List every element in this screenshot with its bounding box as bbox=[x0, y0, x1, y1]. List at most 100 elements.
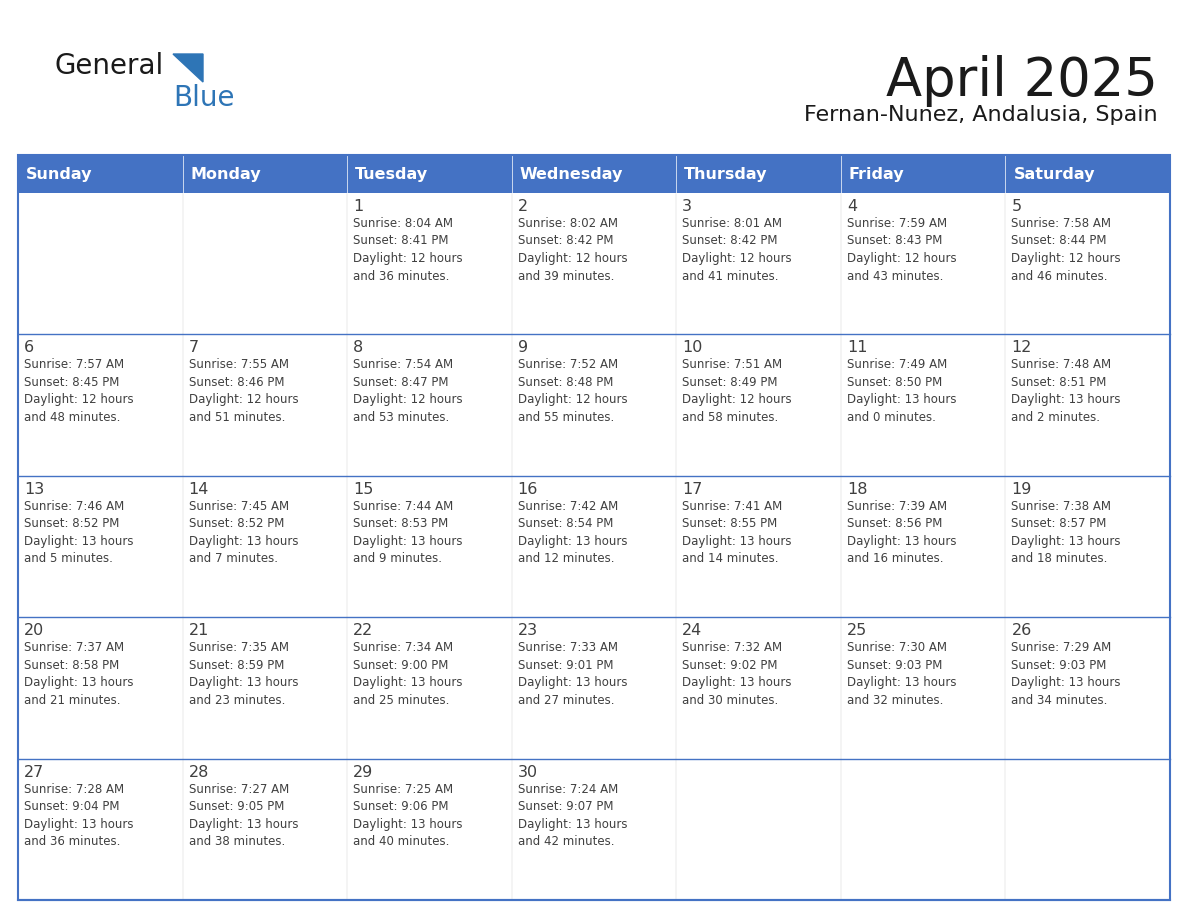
Text: Sunrise: 7:28 AM
Sunset: 9:04 PM
Daylight: 13 hours
and 36 minutes.: Sunrise: 7:28 AM Sunset: 9:04 PM Dayligh… bbox=[24, 783, 133, 848]
Bar bbox=[347, 334, 512, 476]
Text: Sunrise: 7:32 AM
Sunset: 9:02 PM
Daylight: 13 hours
and 30 minutes.: Sunrise: 7:32 AM Sunset: 9:02 PM Dayligh… bbox=[682, 641, 791, 707]
Text: 24: 24 bbox=[682, 623, 702, 638]
Text: Sunrise: 7:46 AM
Sunset: 8:52 PM
Daylight: 13 hours
and 5 minutes.: Sunrise: 7:46 AM Sunset: 8:52 PM Dayligh… bbox=[24, 499, 133, 565]
Bar bbox=[347, 193, 512, 334]
Text: General: General bbox=[55, 52, 164, 80]
Text: 27: 27 bbox=[24, 765, 44, 779]
Text: Sunrise: 7:34 AM
Sunset: 9:00 PM
Daylight: 13 hours
and 25 minutes.: Sunrise: 7:34 AM Sunset: 9:00 PM Dayligh… bbox=[353, 641, 462, 707]
Text: Saturday: Saturday bbox=[1013, 166, 1095, 182]
Text: Sunrise: 7:42 AM
Sunset: 8:54 PM
Daylight: 13 hours
and 12 minutes.: Sunrise: 7:42 AM Sunset: 8:54 PM Dayligh… bbox=[518, 499, 627, 565]
Text: 11: 11 bbox=[847, 341, 867, 355]
Text: Sunrise: 7:41 AM
Sunset: 8:55 PM
Daylight: 13 hours
and 14 minutes.: Sunrise: 7:41 AM Sunset: 8:55 PM Dayligh… bbox=[682, 499, 791, 565]
Text: Wednesday: Wednesday bbox=[519, 166, 623, 182]
Text: Thursday: Thursday bbox=[684, 166, 767, 182]
Text: Sunrise: 7:37 AM
Sunset: 8:58 PM
Daylight: 13 hours
and 21 minutes.: Sunrise: 7:37 AM Sunset: 8:58 PM Dayligh… bbox=[24, 641, 133, 707]
Bar bbox=[512, 758, 676, 900]
Text: Monday: Monday bbox=[190, 166, 261, 182]
Text: Sunrise: 7:44 AM
Sunset: 8:53 PM
Daylight: 13 hours
and 9 minutes.: Sunrise: 7:44 AM Sunset: 8:53 PM Dayligh… bbox=[353, 499, 462, 565]
Bar bbox=[676, 193, 841, 334]
Bar bbox=[841, 476, 1005, 617]
Text: Sunrise: 7:39 AM
Sunset: 8:56 PM
Daylight: 13 hours
and 16 minutes.: Sunrise: 7:39 AM Sunset: 8:56 PM Dayligh… bbox=[847, 499, 956, 565]
Text: Sunrise: 7:30 AM
Sunset: 9:03 PM
Daylight: 13 hours
and 32 minutes.: Sunrise: 7:30 AM Sunset: 9:03 PM Dayligh… bbox=[847, 641, 956, 707]
Text: Sunrise: 7:48 AM
Sunset: 8:51 PM
Daylight: 13 hours
and 2 minutes.: Sunrise: 7:48 AM Sunset: 8:51 PM Dayligh… bbox=[1011, 358, 1121, 424]
Bar bbox=[18, 155, 1170, 900]
Text: Sunrise: 7:24 AM
Sunset: 9:07 PM
Daylight: 13 hours
and 42 minutes.: Sunrise: 7:24 AM Sunset: 9:07 PM Dayligh… bbox=[518, 783, 627, 848]
Text: 8: 8 bbox=[353, 341, 364, 355]
Text: 19: 19 bbox=[1011, 482, 1032, 497]
Bar bbox=[1005, 617, 1170, 758]
Text: Sunrise: 7:35 AM
Sunset: 8:59 PM
Daylight: 13 hours
and 23 minutes.: Sunrise: 7:35 AM Sunset: 8:59 PM Dayligh… bbox=[189, 641, 298, 707]
Text: 15: 15 bbox=[353, 482, 373, 497]
Bar bbox=[676, 758, 841, 900]
Text: 18: 18 bbox=[847, 482, 867, 497]
Bar bbox=[18, 617, 183, 758]
Text: 12: 12 bbox=[1011, 341, 1032, 355]
Text: Sunrise: 7:33 AM
Sunset: 9:01 PM
Daylight: 13 hours
and 27 minutes.: Sunrise: 7:33 AM Sunset: 9:01 PM Dayligh… bbox=[518, 641, 627, 707]
Bar bbox=[676, 476, 841, 617]
Bar bbox=[347, 758, 512, 900]
Bar bbox=[183, 193, 347, 334]
Text: Sunrise: 7:38 AM
Sunset: 8:57 PM
Daylight: 13 hours
and 18 minutes.: Sunrise: 7:38 AM Sunset: 8:57 PM Dayligh… bbox=[1011, 499, 1121, 565]
Bar bbox=[841, 334, 1005, 476]
Bar bbox=[1005, 476, 1170, 617]
Text: Sunrise: 7:57 AM
Sunset: 8:45 PM
Daylight: 12 hours
and 48 minutes.: Sunrise: 7:57 AM Sunset: 8:45 PM Dayligh… bbox=[24, 358, 133, 424]
Bar bbox=[183, 617, 347, 758]
Bar bbox=[18, 334, 183, 476]
Text: 25: 25 bbox=[847, 623, 867, 638]
Text: Sunrise: 8:01 AM
Sunset: 8:42 PM
Daylight: 12 hours
and 41 minutes.: Sunrise: 8:01 AM Sunset: 8:42 PM Dayligh… bbox=[682, 217, 792, 283]
Text: Sunrise: 7:59 AM
Sunset: 8:43 PM
Daylight: 12 hours
and 43 minutes.: Sunrise: 7:59 AM Sunset: 8:43 PM Dayligh… bbox=[847, 217, 956, 283]
Text: 7: 7 bbox=[189, 341, 198, 355]
Text: 3: 3 bbox=[682, 199, 693, 214]
Text: Sunrise: 7:49 AM
Sunset: 8:50 PM
Daylight: 13 hours
and 0 minutes.: Sunrise: 7:49 AM Sunset: 8:50 PM Dayligh… bbox=[847, 358, 956, 424]
Text: 9: 9 bbox=[518, 341, 527, 355]
Polygon shape bbox=[173, 54, 203, 82]
Bar bbox=[347, 476, 512, 617]
Text: 14: 14 bbox=[189, 482, 209, 497]
Bar bbox=[183, 334, 347, 476]
Bar bbox=[841, 193, 1005, 334]
Text: 16: 16 bbox=[518, 482, 538, 497]
Text: 5: 5 bbox=[1011, 199, 1022, 214]
Text: 10: 10 bbox=[682, 341, 702, 355]
Text: 17: 17 bbox=[682, 482, 702, 497]
Bar bbox=[18, 193, 183, 334]
Text: 13: 13 bbox=[24, 482, 44, 497]
Bar bbox=[1005, 334, 1170, 476]
Bar bbox=[512, 617, 676, 758]
Text: Sunrise: 7:25 AM
Sunset: 9:06 PM
Daylight: 13 hours
and 40 minutes.: Sunrise: 7:25 AM Sunset: 9:06 PM Dayligh… bbox=[353, 783, 462, 848]
Text: Sunrise: 7:58 AM
Sunset: 8:44 PM
Daylight: 12 hours
and 46 minutes.: Sunrise: 7:58 AM Sunset: 8:44 PM Dayligh… bbox=[1011, 217, 1121, 283]
Text: Sunrise: 8:04 AM
Sunset: 8:41 PM
Daylight: 12 hours
and 36 minutes.: Sunrise: 8:04 AM Sunset: 8:41 PM Dayligh… bbox=[353, 217, 463, 283]
Text: 4: 4 bbox=[847, 199, 857, 214]
Text: Sunrise: 7:55 AM
Sunset: 8:46 PM
Daylight: 12 hours
and 51 minutes.: Sunrise: 7:55 AM Sunset: 8:46 PM Dayligh… bbox=[189, 358, 298, 424]
Text: 26: 26 bbox=[1011, 623, 1031, 638]
Text: Blue: Blue bbox=[173, 84, 234, 112]
Bar bbox=[1005, 758, 1170, 900]
Text: Tuesday: Tuesday bbox=[355, 166, 428, 182]
Bar bbox=[347, 617, 512, 758]
Text: Sunrise: 8:02 AM
Sunset: 8:42 PM
Daylight: 12 hours
and 39 minutes.: Sunrise: 8:02 AM Sunset: 8:42 PM Dayligh… bbox=[518, 217, 627, 283]
Text: 6: 6 bbox=[24, 341, 34, 355]
Text: Sunrise: 7:45 AM
Sunset: 8:52 PM
Daylight: 13 hours
and 7 minutes.: Sunrise: 7:45 AM Sunset: 8:52 PM Dayligh… bbox=[189, 499, 298, 565]
Text: 22: 22 bbox=[353, 623, 373, 638]
Text: 1: 1 bbox=[353, 199, 364, 214]
Bar bbox=[18, 476, 183, 617]
Text: 29: 29 bbox=[353, 765, 373, 779]
Text: Sunday: Sunday bbox=[26, 166, 93, 182]
Text: Friday: Friday bbox=[849, 166, 904, 182]
Bar bbox=[841, 617, 1005, 758]
Text: 20: 20 bbox=[24, 623, 44, 638]
Bar bbox=[512, 193, 676, 334]
Bar bbox=[18, 155, 1170, 193]
Text: 30: 30 bbox=[518, 765, 538, 779]
Text: 28: 28 bbox=[189, 765, 209, 779]
Text: April 2025: April 2025 bbox=[886, 55, 1158, 107]
Text: 23: 23 bbox=[518, 623, 538, 638]
Bar bbox=[1005, 193, 1170, 334]
Text: Fernan-Nunez, Andalusia, Spain: Fernan-Nunez, Andalusia, Spain bbox=[804, 105, 1158, 125]
Text: Sunrise: 7:54 AM
Sunset: 8:47 PM
Daylight: 12 hours
and 53 minutes.: Sunrise: 7:54 AM Sunset: 8:47 PM Dayligh… bbox=[353, 358, 463, 424]
Text: Sunrise: 7:29 AM
Sunset: 9:03 PM
Daylight: 13 hours
and 34 minutes.: Sunrise: 7:29 AM Sunset: 9:03 PM Dayligh… bbox=[1011, 641, 1121, 707]
Bar bbox=[512, 476, 676, 617]
Text: 2: 2 bbox=[518, 199, 527, 214]
Bar bbox=[183, 476, 347, 617]
Text: 21: 21 bbox=[189, 623, 209, 638]
